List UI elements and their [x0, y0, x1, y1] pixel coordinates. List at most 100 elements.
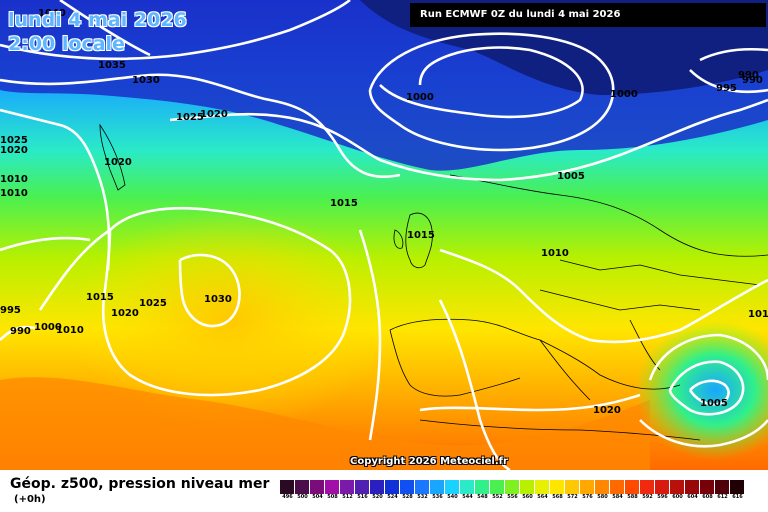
- isobar-label: 1000: [406, 92, 434, 103]
- legend-swatch: [550, 480, 565, 494]
- forecast-local-time: 2:00 locale: [8, 33, 125, 55]
- isobar-label: 1010: [541, 248, 569, 259]
- legend-swatch: [280, 480, 295, 494]
- isobar-label: 1020: [200, 109, 228, 120]
- legend-value: 516: [357, 494, 368, 500]
- legend-value: 616: [732, 494, 743, 500]
- legend-swatch: [655, 480, 670, 494]
- isobar-label: 1035: [98, 60, 126, 71]
- legend-swatch: [340, 480, 355, 494]
- legend-value: 496: [282, 494, 293, 500]
- isobar-label: 1040: [38, 8, 66, 19]
- legend-value: 596: [657, 494, 668, 500]
- isobars: [0, 0, 768, 470]
- legend-entry: 504: [310, 480, 325, 501]
- legend-entry: 588: [625, 480, 640, 501]
- legend-swatch: [430, 480, 445, 494]
- isobar-label: 1015: [330, 198, 358, 209]
- isobar-label: 995: [0, 305, 21, 316]
- legend-swatch: [565, 480, 580, 494]
- legend-entry: 544: [460, 480, 475, 501]
- legend-swatch: [400, 480, 415, 494]
- isobar-label: 990: [10, 326, 31, 337]
- legend-entry: 532: [415, 480, 430, 501]
- legend-entry: 604: [685, 480, 700, 501]
- low-greece: [635, 320, 768, 460]
- legend-value: 568: [552, 494, 563, 500]
- isobar-label: 1010: [0, 188, 28, 199]
- legend-entry: 616: [730, 480, 745, 501]
- legend-swatch: [610, 480, 625, 494]
- legend-entry: 612: [715, 480, 730, 501]
- legend-entry: 564: [535, 480, 550, 501]
- isobar-label: 1020: [104, 157, 132, 168]
- legend-swatch: [685, 480, 700, 494]
- isobar-label: 1015: [86, 292, 114, 303]
- legend-swatch: [415, 480, 430, 494]
- legend-value: 500: [297, 494, 308, 500]
- isobar-label: 1030: [132, 75, 160, 86]
- legend-value: 552: [492, 494, 503, 500]
- legend-entry: 596: [655, 480, 670, 501]
- isobar-label: 1030: [204, 294, 232, 305]
- legend-swatch: [580, 480, 595, 494]
- isobar-label: 1015: [407, 230, 435, 241]
- legend-value: 584: [612, 494, 623, 500]
- legend-entry: 552: [490, 480, 505, 501]
- copyright-notice: Copyright 2026 Meteociel.fr: [350, 456, 508, 467]
- legend-entry: 512: [340, 480, 355, 501]
- isobar-label: 1025: [176, 112, 204, 123]
- legend-value: 576: [582, 494, 593, 500]
- legend-swatch: [370, 480, 385, 494]
- legend-swatch: [355, 480, 370, 494]
- legend-value: 564: [537, 494, 548, 500]
- legend-value: 504: [312, 494, 323, 500]
- legend-value: 580: [597, 494, 608, 500]
- model-run-label: Run ECMWF 0Z du lundi 4 mai 2026: [410, 3, 766, 27]
- legend-swatch: [490, 480, 505, 494]
- legend-entry: 580: [595, 480, 610, 501]
- legend-value: 560: [522, 494, 533, 500]
- legend-value: 572: [567, 494, 578, 500]
- weather-map: 1040 1035 1030 1025 1020 1025 1020 1010 …: [0, 0, 768, 470]
- legend-swatch: [670, 480, 685, 494]
- legend-entry: 520: [370, 480, 385, 501]
- legend-value: 588: [627, 494, 638, 500]
- legend-value: 612: [717, 494, 728, 500]
- isobar-label: 1020: [0, 145, 28, 156]
- legend-swatch: [445, 480, 460, 494]
- legend-swatch: [535, 480, 550, 494]
- legend-entry: 500: [295, 480, 310, 501]
- legend-value: 524: [387, 494, 398, 500]
- isobar-label: 1025: [0, 135, 28, 146]
- legend-value: 540: [447, 494, 458, 500]
- legend-swatch: [325, 480, 340, 494]
- legend-value: 608: [702, 494, 713, 500]
- legend-swatch: [475, 480, 490, 494]
- legend-swatch: [295, 480, 310, 494]
- isobar-label: 1000: [34, 322, 62, 333]
- legend-value: 600: [672, 494, 683, 500]
- legend-value: 508: [327, 494, 338, 500]
- legend-swatch: [640, 480, 655, 494]
- isobar-label: 1010: [56, 325, 84, 336]
- isobar-label: 1010: [0, 174, 28, 185]
- legend-value: 592: [642, 494, 653, 500]
- legend-entry: 592: [640, 480, 655, 501]
- legend-entry: 584: [610, 480, 625, 501]
- isobar-label: 1025: [139, 298, 167, 309]
- map-footer: Géop. z500, pression niveau mer (+0h) 49…: [0, 470, 768, 512]
- forecast-hour: (+0h): [14, 494, 46, 505]
- legend-value: 520: [372, 494, 383, 500]
- legend-swatch: [730, 480, 745, 494]
- forecast-date: lundi 4 mai 2026: [8, 9, 187, 31]
- isobar-labels: 1040 1035 1030 1025 1020 1025 1020 1010 …: [0, 8, 768, 416]
- legend-swatch: [310, 480, 325, 494]
- isobar-label: 990: [738, 70, 759, 81]
- legend-swatch: [625, 480, 640, 494]
- isobar-label: 990: [742, 75, 763, 86]
- legend-value: 528: [402, 494, 413, 500]
- field-name: Géop. z500, pression niveau mer: [10, 476, 270, 492]
- legend-entry: 528: [400, 480, 415, 501]
- legend-value: 604: [687, 494, 698, 500]
